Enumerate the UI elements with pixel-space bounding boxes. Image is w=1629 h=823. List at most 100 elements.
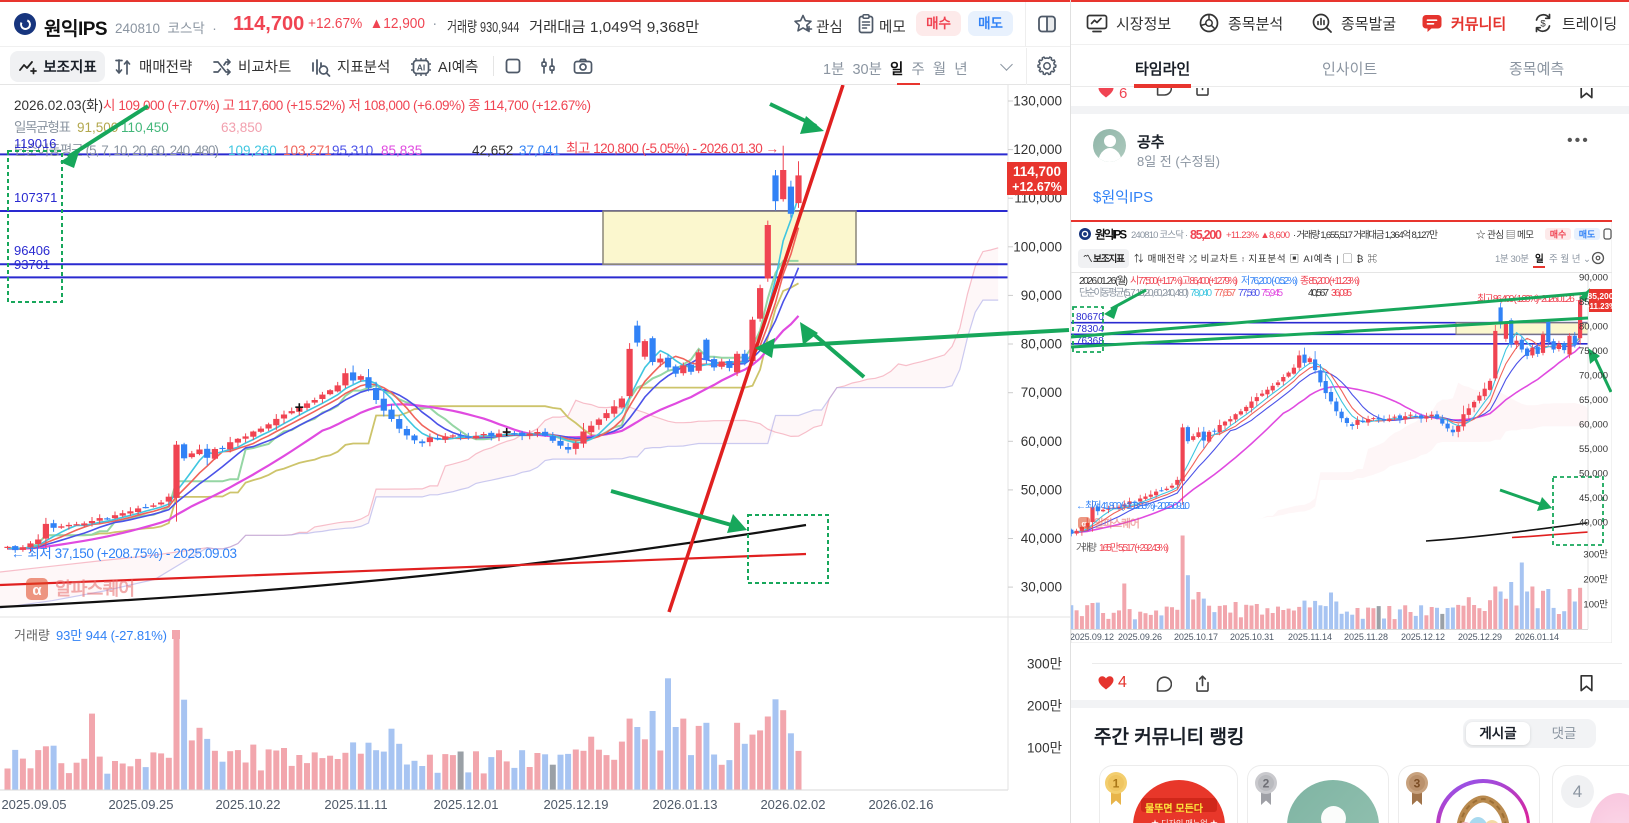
svg-text:거래량: 거래량	[1076, 542, 1097, 554]
svg-text:+11.23%: +11.23%	[1585, 302, 1612, 311]
svg-text:일: 일	[1535, 253, 1544, 265]
svg-text:40,000: 40,000	[1579, 518, 1608, 529]
svg-text:2025.11.28: 2025.11.28	[1344, 632, 1388, 642]
svg-text:2025.11.11: 2025.11.11	[324, 797, 387, 812]
svg-text:AI: AI	[417, 62, 426, 72]
svg-text:103,271: 103,271	[283, 143, 332, 158]
svg-text:매도: 매도	[1579, 229, 1596, 240]
svg-text:50,000: 50,000	[1579, 469, 1608, 480]
svg-text:95,310: 95,310	[332, 143, 373, 158]
svg-text:100,000: 100,000	[1013, 239, 1062, 254]
svg-text:78,040: 78,040	[1190, 288, 1212, 299]
svg-text:+11.23% ▲8,600: +11.23% ▲8,600	[1226, 230, 1290, 241]
svg-text:2025.10.22: 2025.10.22	[215, 797, 280, 812]
svg-text:2025.12.12: 2025.12.12	[1401, 632, 1445, 642]
svg-text:2025.09.12: 2025.09.12	[1071, 632, 1114, 642]
svg-text:2025.09.05: 2025.09.05	[1, 797, 66, 812]
svg-text:300만: 300만	[1583, 550, 1608, 561]
svg-text:93701: 93701	[14, 257, 50, 272]
svg-text:종 85,200 (+11.23%): 종 85,200 (+11.23%)	[1300, 275, 1360, 287]
svg-text:40,567: 40,567	[1308, 288, 1329, 299]
svg-text:시 77,500 (+1.17%) 고 86,400 (+: 시 77,500 (+1.17%) 고 86,400 (+12.79%)	[1130, 275, 1238, 287]
svg-text:저 76,200 (-0.52%): 저 76,200 (-0.52%)	[1241, 275, 1298, 287]
svg-text:109,260: 109,260	[228, 143, 277, 158]
svg-text:⇅ 매매전략 ⤮ 비교차트 ⦂ 지표분석 ▣ A: ⇅ 매매전략 ⤮ 비교차트 ⦂ 지표분석 ▣ AI예측 | ▢ ₿ ⌘	[1134, 253, 1377, 265]
svg-text:65,000: 65,000	[1579, 395, 1608, 406]
svg-text:85,200: 85,200	[1588, 291, 1613, 301]
svg-text:시 109,000 (+7.07%) 고 117,600: 시 109,000 (+7.07%) 고 117,600 (+15.52%) 저…	[103, 98, 591, 113]
svg-text:80,000: 80,000	[1021, 337, 1062, 352]
svg-text:85,835: 85,835	[381, 143, 422, 158]
svg-text:50,000: 50,000	[1021, 482, 1062, 497]
svg-text:← 최저 41,800 (+103.83%) - 2025.: ← 최저 41,800 (+103.83%) - 2025.09.10	[1076, 500, 1190, 512]
svg-text:200만: 200만	[1583, 575, 1608, 586]
svg-text:60,000: 60,000	[1021, 434, 1062, 449]
svg-text:96406: 96406	[14, 243, 50, 258]
svg-text:110,450: 110,450	[121, 120, 169, 135]
svg-text:63,850: 63,850	[221, 120, 262, 135]
svg-text:알파스퀘어: 알파스퀘어	[1094, 516, 1140, 530]
svg-text:2025.12.29: 2025.12.29	[1458, 632, 1502, 642]
svg-text:45,000: 45,000	[1579, 493, 1608, 504]
svg-text:〽 보조지표: 〽 보조지표	[1083, 253, 1125, 265]
svg-text:77,560: 77,560	[1238, 288, 1260, 299]
svg-text:단순이동평균 (5, 7, 10, 20, 60, 240,: 단순이동평균 (5, 7, 10, 20, 60, 240, 480)	[14, 143, 219, 158]
svg-text:55,000: 55,000	[1579, 444, 1608, 455]
svg-text:2025.09.26: 2025.09.26	[1118, 632, 1162, 642]
svg-text:77,657: 77,657	[1214, 288, 1236, 299]
svg-text:$: $	[1540, 19, 1546, 30]
svg-text:2025.11.14: 2025.11.14	[1288, 632, 1332, 642]
svg-text:최고 120,800 (-5.05%) - 2026.01.: 최고 120,800 (-5.05%) - 2026.01.30 →	[566, 141, 779, 156]
svg-text:90,000: 90,000	[1579, 273, 1608, 284]
svg-text:165만 5,517 (+292.43%): 165만 5,517 (+292.43%)	[1099, 542, 1169, 554]
svg-text:단순이동평균 (5, 7, 10, 20, 60, 240,: 단순이동평균 (5, 7, 10, 20, 60, 240, 480)	[1079, 287, 1189, 299]
svg-text:114,700: 114,700	[1013, 164, 1061, 179]
svg-text:42,652: 42,652	[472, 143, 513, 158]
svg-text:85,200: 85,200	[1190, 228, 1222, 242]
svg-text:2: 2	[1263, 777, 1270, 791]
svg-text:2026.01.13: 2026.01.13	[652, 797, 717, 812]
svg-text:일목균형표: 일목균형표	[14, 120, 71, 135]
svg-text:37,041: 37,041	[519, 143, 560, 158]
svg-text:107371: 107371	[14, 190, 57, 205]
svg-text:90,000: 90,000	[1021, 288, 1062, 303]
svg-text:알파스퀘어: 알파스퀘어	[55, 579, 135, 599]
svg-text:60,000: 60,000	[1579, 420, 1608, 431]
svg-text:300만: 300만	[1027, 657, 1062, 672]
svg-text:거래량: 거래량	[14, 628, 50, 643]
svg-text:2025.09.25: 2025.09.25	[108, 797, 173, 812]
svg-text:100만: 100만	[1583, 600, 1608, 611]
svg-text:매수: 매수	[1550, 229, 1567, 240]
svg-text:3: 3	[1414, 777, 1421, 791]
svg-text:78304: 78304	[1076, 324, 1104, 335]
svg-text:119016: 119016	[14, 136, 56, 151]
svg-text:1: 1	[1113, 777, 1120, 791]
svg-text:70,000: 70,000	[1021, 385, 1062, 400]
svg-text:40,000: 40,000	[1021, 531, 1062, 546]
svg-text:주 월 년 ⌄: 주 월 년 ⌄	[1549, 253, 1591, 265]
svg-text:☆ 관심 ▤ 메모: ☆ 관심 ▤ 메모	[1476, 230, 1534, 241]
svg-text:2026.02.16: 2026.02.16	[868, 797, 933, 812]
svg-text:36,095: 36,095	[1331, 288, 1352, 299]
svg-text:93만 944 (-27.81%): 93만 944 (-27.81%)	[56, 628, 167, 643]
svg-text:원익IPS: 원익IPS	[1095, 228, 1127, 242]
svg-text:76368: 76368	[1076, 336, 1104, 347]
svg-text:· 거래량 1,655,517 거래대금 1,364억 8: · 거래량 1,655,517 거래대금 1,364억 8,127만	[1293, 229, 1438, 241]
svg-text:2025.12.01: 2025.12.01	[433, 797, 498, 812]
svg-text:80670: 80670	[1076, 312, 1104, 323]
svg-text:120,000: 120,000	[1013, 142, 1062, 157]
svg-text:α: α	[32, 582, 42, 599]
svg-text:130,000: 130,000	[1013, 94, 1062, 109]
svg-text:2026.02.02: 2026.02.02	[760, 797, 825, 812]
svg-text:2026.02.03(화): 2026.02.03(화)	[14, 98, 103, 113]
svg-text:80,000: 80,000	[1579, 322, 1608, 333]
svg-text:240810 코스닥 ·: 240810 코스닥 ·	[1131, 230, 1188, 241]
svg-text:100만: 100만	[1027, 741, 1062, 756]
svg-text:1분 30분: 1분 30분	[1495, 254, 1529, 265]
svg-text:← 최저 37,150 (+208.75%) - 2025.: ← 최저 37,150 (+208.75%) - 2025.09.03	[11, 546, 237, 561]
svg-text:2026.01.14: 2026.01.14	[1515, 632, 1559, 642]
svg-text:75,000: 75,000	[1579, 346, 1608, 357]
svg-text:2025.10.17: 2025.10.17	[1174, 632, 1218, 642]
svg-text:2025.10.31: 2025.10.31	[1230, 632, 1274, 642]
svg-text:α: α	[1081, 519, 1087, 529]
